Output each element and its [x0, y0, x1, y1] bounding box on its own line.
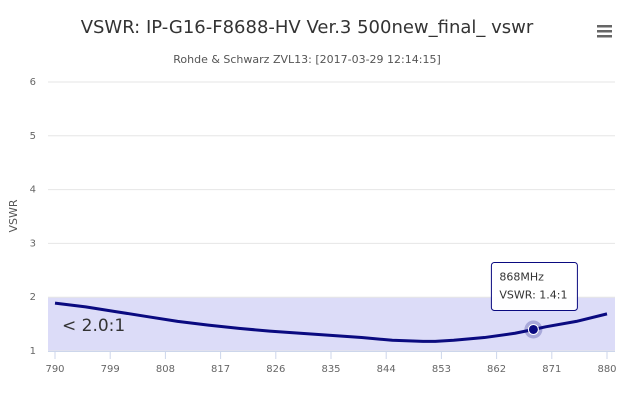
x-tick-label: 817: [211, 364, 230, 375]
x-tick-label: 853: [432, 364, 451, 375]
x-tick-label: 790: [45, 364, 64, 375]
tooltip-box: [490, 261, 578, 311]
menu-button[interactable]: [592, 20, 616, 42]
x-tick-label: 880: [597, 364, 616, 375]
chart-subtitle: Rohde & Schwarz ZVL13: [2017-03-29 12:14…: [173, 53, 441, 66]
menu-bar: [597, 30, 612, 33]
y-tick-label: 6: [30, 77, 36, 88]
y-tick-label: 5: [30, 131, 36, 142]
x-tick-label: 835: [321, 364, 340, 375]
tooltip-text: VSWR: 1.4:1: [499, 288, 567, 301]
x-tick-label: 862: [487, 364, 506, 375]
y-tick-label: 3: [30, 238, 36, 249]
y-axis-title: VSWR: [7, 199, 20, 232]
menu-bar: [597, 25, 612, 28]
x-tick-label: 871: [542, 364, 561, 375]
x-tick-label: 826: [266, 364, 285, 375]
x-tick-label: 844: [377, 364, 396, 375]
y-tick-label: 2: [30, 292, 36, 303]
y-tick-label: 1: [30, 346, 36, 357]
x-tick-label: 808: [156, 364, 175, 375]
plot-band-label: < 2.0:1: [62, 316, 125, 336]
tooltip: 868MHz VSWR: 1.4:1: [490, 261, 578, 311]
point-marker: [527, 323, 539, 335]
chart-title: VSWR: IP-G16-F8688-HV Ver.3 500new_final…: [81, 17, 534, 38]
menu-bar: [597, 35, 612, 38]
x-tick-label: 799: [101, 364, 120, 375]
y-tick-label: 4: [30, 185, 36, 196]
series-line: [54, 301, 608, 343]
tooltip-title: 868MHz: [499, 270, 544, 283]
